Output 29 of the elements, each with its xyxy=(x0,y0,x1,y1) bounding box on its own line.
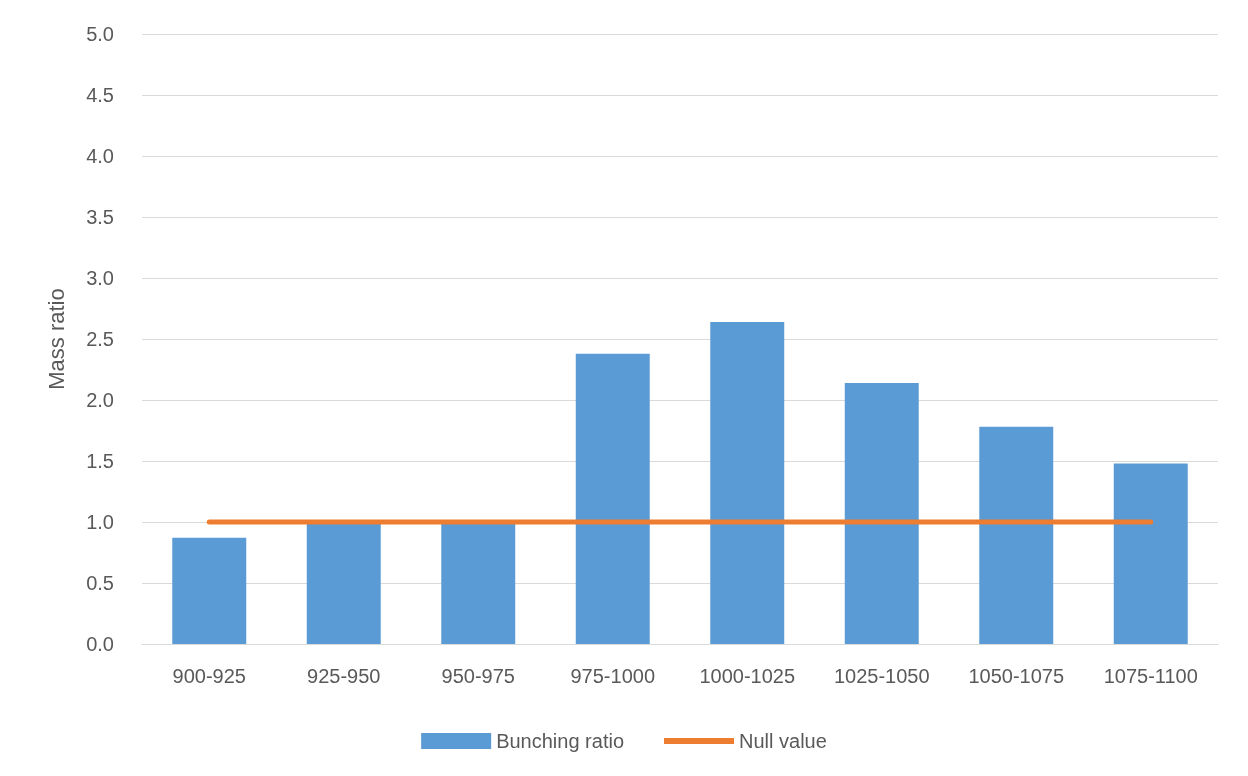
y-tick-label: 0.0 xyxy=(86,633,114,655)
x-tick-label: 950-975 xyxy=(441,665,515,687)
legend-label: Bunching ratio xyxy=(496,730,625,752)
x-tick-label: 1075-1100 xyxy=(1103,665,1198,687)
y-tick-label: 3.0 xyxy=(86,267,114,289)
x-tick-label: 925-950 xyxy=(307,665,381,687)
bar xyxy=(710,321,785,644)
bar xyxy=(1113,463,1188,644)
y-tick-label: 3.5 xyxy=(86,206,114,228)
bar xyxy=(575,353,650,644)
y-tick-label: 5.0 xyxy=(86,23,114,45)
y-tick-label: 2.5 xyxy=(86,328,114,350)
x-tick-label: 975-1000 xyxy=(570,665,656,687)
bar xyxy=(441,523,516,644)
x-tick-label: 1000-1025 xyxy=(699,665,796,687)
bar xyxy=(172,537,247,644)
y-tick-label: 4.5 xyxy=(86,84,114,106)
y-tick-label: 0.5 xyxy=(86,572,114,594)
legend-label: Null value xyxy=(739,730,827,752)
bar xyxy=(979,426,1054,644)
y-tick-label: 4.0 xyxy=(86,145,114,167)
x-tick-label: 900-925 xyxy=(172,665,246,687)
y-tick-label: 1.0 xyxy=(86,511,114,533)
bar xyxy=(844,382,919,644)
y-tick-label: 2.0 xyxy=(86,389,114,411)
y-tick-label: 1.5 xyxy=(86,450,114,472)
x-tick-label: 1050-1075 xyxy=(968,665,1065,687)
x-tick-label: 1025-1050 xyxy=(833,665,930,687)
y-axis-title: Mass ratio xyxy=(43,288,69,390)
